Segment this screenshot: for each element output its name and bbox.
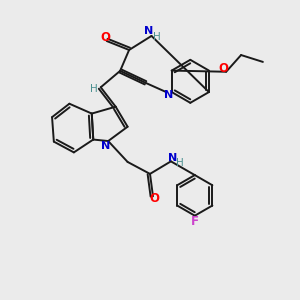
Text: N: N — [168, 153, 177, 163]
Text: N: N — [145, 26, 154, 37]
Text: F: F — [191, 214, 199, 228]
Text: H: H — [90, 84, 98, 94]
Text: H: H — [153, 32, 160, 41]
Text: O: O — [100, 31, 110, 44]
Text: O: O — [149, 192, 160, 205]
Text: N: N — [101, 140, 110, 151]
Text: H: H — [176, 158, 184, 168]
Text: N: N — [164, 90, 174, 100]
Text: O: O — [219, 62, 229, 75]
